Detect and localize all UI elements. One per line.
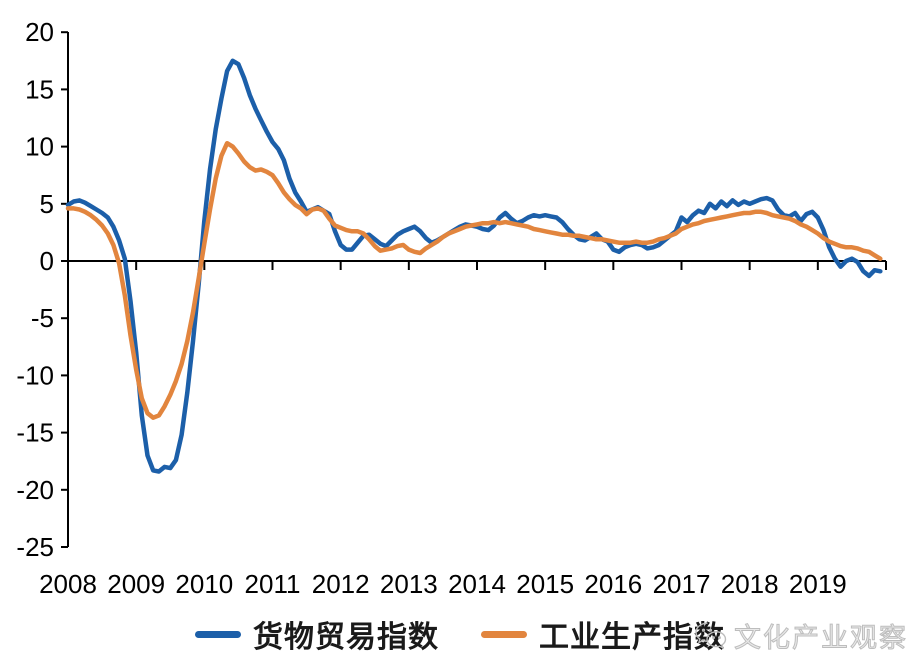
- goods-trade-line-swatch: [195, 630, 241, 638]
- y-tick-label: -20: [16, 475, 54, 505]
- x-tick-label: 2013: [380, 569, 438, 599]
- industrial-production-line-swatch: [481, 630, 527, 638]
- legend-item-industrial-production-index: 工业生产指数: [481, 612, 725, 656]
- y-tick-label: -25: [16, 532, 54, 562]
- y-axis-tick-labels: 20 15 10 5 0 -5 -10 -15 -20 -25: [16, 17, 54, 562]
- x-tick-label: 2009: [107, 569, 165, 599]
- x-tick-label: 2008: [39, 569, 97, 599]
- chart-legend: 货物贸易指数 工业生产指数: [0, 608, 920, 660]
- x-tick-label: 2012: [312, 569, 370, 599]
- x-tick-label: 2011: [245, 569, 301, 599]
- chart-axes: [61, 31, 887, 548]
- legend-label-industrial-production-index: 工业生产指数: [539, 621, 725, 654]
- y-tick-label: -10: [16, 360, 54, 390]
- y-tick-label: 5: [40, 189, 54, 219]
- y-tick-label: 10: [25, 132, 54, 162]
- y-tick-label: -15: [16, 418, 54, 448]
- y-tick-label: 15: [25, 74, 54, 104]
- y-tick-label: 20: [25, 17, 54, 47]
- x-tick-label: 2015: [516, 569, 574, 599]
- legend-item-goods-trade-index: 货物贸易指数: [195, 612, 439, 656]
- y-tick-label: 0: [40, 246, 54, 276]
- legend-label-goods-trade-index: 货物贸易指数: [253, 621, 439, 654]
- chart-series-lines: [65, 58, 883, 474]
- x-tick-label: 2016: [584, 569, 642, 599]
- x-tick-label: 2019: [789, 569, 847, 599]
- x-tick-label: 2018: [721, 569, 779, 599]
- x-tick-label: 2014: [448, 569, 506, 599]
- x-tick-label: 2017: [653, 569, 711, 599]
- x-tick-label: 2010: [175, 569, 233, 599]
- x-axis-tick-labels: 2008 2009 2010 2011 2012 2013 2014 2015 2016 2017…: [39, 569, 847, 599]
- series-line-0: [65, 58, 883, 474]
- y-tick-label: -5: [31, 303, 54, 333]
- series-line-1: [65, 140, 883, 420]
